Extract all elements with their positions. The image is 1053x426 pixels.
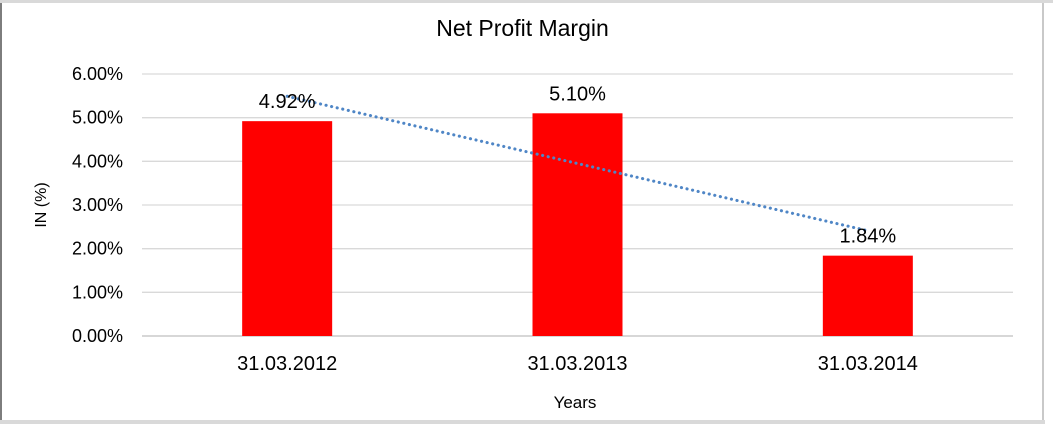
y-tick-label: 4.00% — [72, 151, 123, 171]
y-tick-label: 3.00% — [72, 195, 123, 215]
y-tick-label: 5.00% — [72, 108, 123, 128]
y-tick-label: 6.00% — [72, 64, 123, 84]
y-tick-label: 0.00% — [72, 326, 123, 346]
chart-title: Net Profit Margin — [436, 15, 609, 41]
frame-top-border — [0, 0, 1053, 3]
bar — [822, 255, 913, 336]
data-label: 1.84% — [839, 226, 896, 248]
x-tick-label: 31.03.2013 — [527, 353, 627, 375]
trendline — [285, 94, 870, 233]
y-axis-title: IN (%) — [33, 182, 50, 228]
x-tick-label: 31.03.2012 — [237, 353, 337, 375]
y-tick-label: 2.00% — [72, 239, 123, 259]
data-label: 4.92% — [259, 91, 316, 113]
y-tick-label: 1.00% — [72, 282, 123, 302]
data-label: 5.10% — [549, 83, 606, 105]
x-tick-label: 31.03.2014 — [818, 353, 918, 375]
bar — [242, 121, 333, 336]
x-axis-title: Years — [553, 393, 597, 412]
frame-right-border — [1042, 3, 1044, 420]
frame-left-border — [0, 3, 2, 424]
bar — [532, 113, 623, 336]
frame-bottom-border — [0, 420, 1045, 424]
